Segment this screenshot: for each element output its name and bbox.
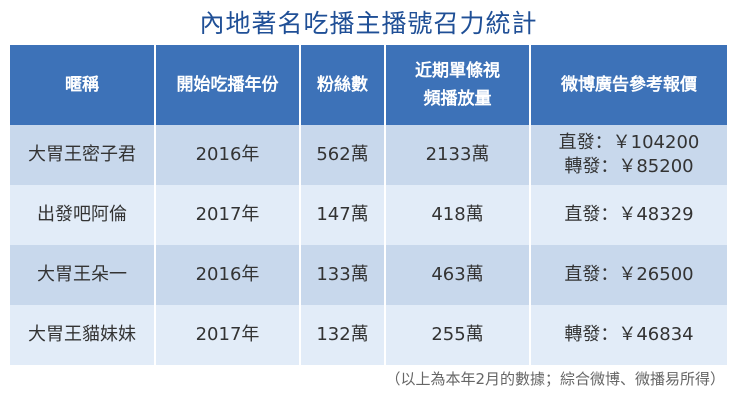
- table-cell: 2133萬: [384, 125, 530, 185]
- cell-line: 開始吃播年份: [176, 75, 279, 95]
- table-cell: 出發吧阿倫: [10, 185, 155, 245]
- cell-line: 2016年: [195, 144, 260, 165]
- cell-line: 2017年: [195, 204, 260, 225]
- cell-line: 大胃王朵一: [37, 264, 127, 285]
- cell-line: 2016年: [195, 264, 260, 285]
- table-row: 出發吧阿倫 2017年 147萬 418萬 直發：￥48329: [10, 185, 727, 245]
- table-row: 大胃王密子君 2016年 562萬 2133萬 直發：￥104200 轉發：￥85200: [10, 125, 727, 185]
- cell-line: 直發：￥26500: [564, 264, 694, 285]
- footnote: （以上為本年2月的數據；綜合微博、微播易所得）: [385, 370, 725, 388]
- cell-line: 2017年: [195, 324, 260, 345]
- cell-line: 轉發：￥46834: [564, 324, 694, 345]
- header-row: 暱稱 開始吃播年份 粉絲數 近期單條視 頻播放量 微博廣告參考報價: [10, 45, 727, 125]
- cell-line: 轉發：￥85200: [564, 156, 694, 177]
- header-cell: 暱稱: [10, 45, 155, 125]
- table-row: 大胃王貓妹妹 2017年 132萬 255萬 轉發：￥46834: [10, 305, 727, 365]
- table-cell: 562萬: [299, 125, 385, 185]
- cell-line: 132萬: [316, 324, 369, 345]
- table-cell: 轉發：￥46834: [529, 305, 727, 365]
- table-cell: 2017年: [154, 185, 300, 245]
- cell-line: 463萬: [431, 264, 484, 285]
- table-cell: 大胃王密子君: [10, 125, 155, 185]
- table-cell: 2016年: [154, 245, 300, 305]
- header-cell: 開始吃播年份: [154, 45, 300, 125]
- header-cell: 微博廣告參考報價: [529, 45, 727, 125]
- header-cell: 近期單條視 頻播放量: [384, 45, 530, 125]
- cell-line: 562萬: [316, 144, 369, 165]
- cell-line: 近期單條視: [415, 61, 500, 81]
- cell-line: 暱稱: [65, 75, 99, 95]
- table-body: 大胃王密子君 2016年 562萬 2133萬 直發：￥104200 轉發：￥85200 出…: [10, 125, 727, 365]
- title: 內地著名吃播主播號召力統計: [199, 9, 538, 38]
- cell-line: 418萬: [431, 204, 484, 225]
- table-cell: 大胃王貓妹妹: [10, 305, 155, 365]
- cell-line: 粉絲數: [317, 75, 368, 95]
- table-cell: 132萬: [299, 305, 385, 365]
- table-cell: 255萬: [384, 305, 530, 365]
- cell-line: 微博廣告參考報價: [561, 75, 697, 95]
- table-cell: 2016年: [154, 125, 300, 185]
- table-cell: 147萬: [299, 185, 385, 245]
- cell-line: 直發：￥104200: [558, 132, 700, 153]
- cell-line: 頻播放量: [423, 89, 492, 109]
- table-cell: 418萬: [384, 185, 530, 245]
- cell-line: 2133萬: [425, 144, 490, 165]
- cell-line: 147萬: [316, 204, 369, 225]
- cell-line: 133萬: [316, 264, 369, 285]
- table-cell: 463萬: [384, 245, 530, 305]
- table: 暱稱 開始吃播年份 粉絲數 近期單條視 頻播放量 微博廣告參考報價 大胃王密子君 2016年…: [10, 45, 727, 365]
- cell-line: 大胃王貓妹妹: [28, 324, 136, 345]
- table-cell: 直發：￥104200 轉發：￥85200: [529, 125, 727, 185]
- cell-line: 出發吧阿倫: [37, 204, 127, 225]
- table-cell: 大胃王朵一: [10, 245, 155, 305]
- table-cell: 133萬: [299, 245, 385, 305]
- cell-line: 直發：￥48329: [564, 204, 694, 225]
- table-cell: 直發：￥26500: [529, 245, 727, 305]
- header-cell: 粉絲數: [299, 45, 385, 125]
- cell-line: 大胃王密子君: [28, 144, 136, 165]
- table-cell: 2017年: [154, 305, 300, 365]
- cell-line: 255萬: [431, 324, 484, 345]
- table-cell: 直發：￥48329: [529, 185, 727, 245]
- table-row: 大胃王朵一 2016年 133萬 463萬 直發：￥26500: [10, 245, 727, 305]
